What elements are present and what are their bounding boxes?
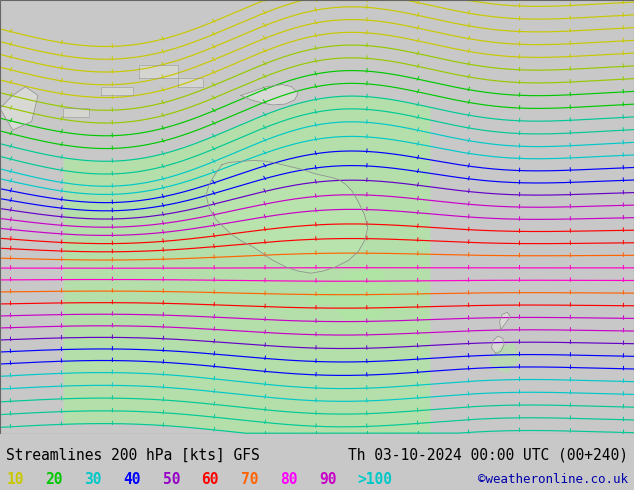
Text: 60: 60 (202, 472, 219, 488)
Polygon shape (488, 343, 520, 373)
Polygon shape (63, 96, 430, 433)
Text: >100: >100 (358, 472, 393, 488)
Polygon shape (500, 312, 510, 330)
Text: 50: 50 (162, 472, 180, 488)
Text: 20: 20 (46, 472, 63, 488)
Text: ©weatheronline.co.uk: ©weatheronline.co.uk (477, 473, 628, 487)
Polygon shape (241, 85, 298, 105)
Text: 40: 40 (124, 472, 141, 488)
Text: 30: 30 (84, 472, 102, 488)
Polygon shape (491, 336, 504, 353)
Polygon shape (178, 78, 203, 87)
Polygon shape (206, 160, 368, 273)
Text: 70: 70 (241, 472, 258, 488)
Text: Th 03-10-2024 00:00 UTC (00+240): Th 03-10-2024 00:00 UTC (00+240) (347, 447, 628, 463)
Polygon shape (304, 269, 393, 321)
Text: 80: 80 (280, 472, 297, 488)
Text: 90: 90 (319, 472, 336, 488)
Polygon shape (101, 87, 133, 96)
Polygon shape (0, 87, 38, 130)
Text: 10: 10 (6, 472, 24, 488)
Polygon shape (139, 65, 178, 78)
Text: Streamlines 200 hPa [kts] GFS: Streamlines 200 hPa [kts] GFS (6, 447, 260, 463)
Polygon shape (63, 108, 89, 117)
